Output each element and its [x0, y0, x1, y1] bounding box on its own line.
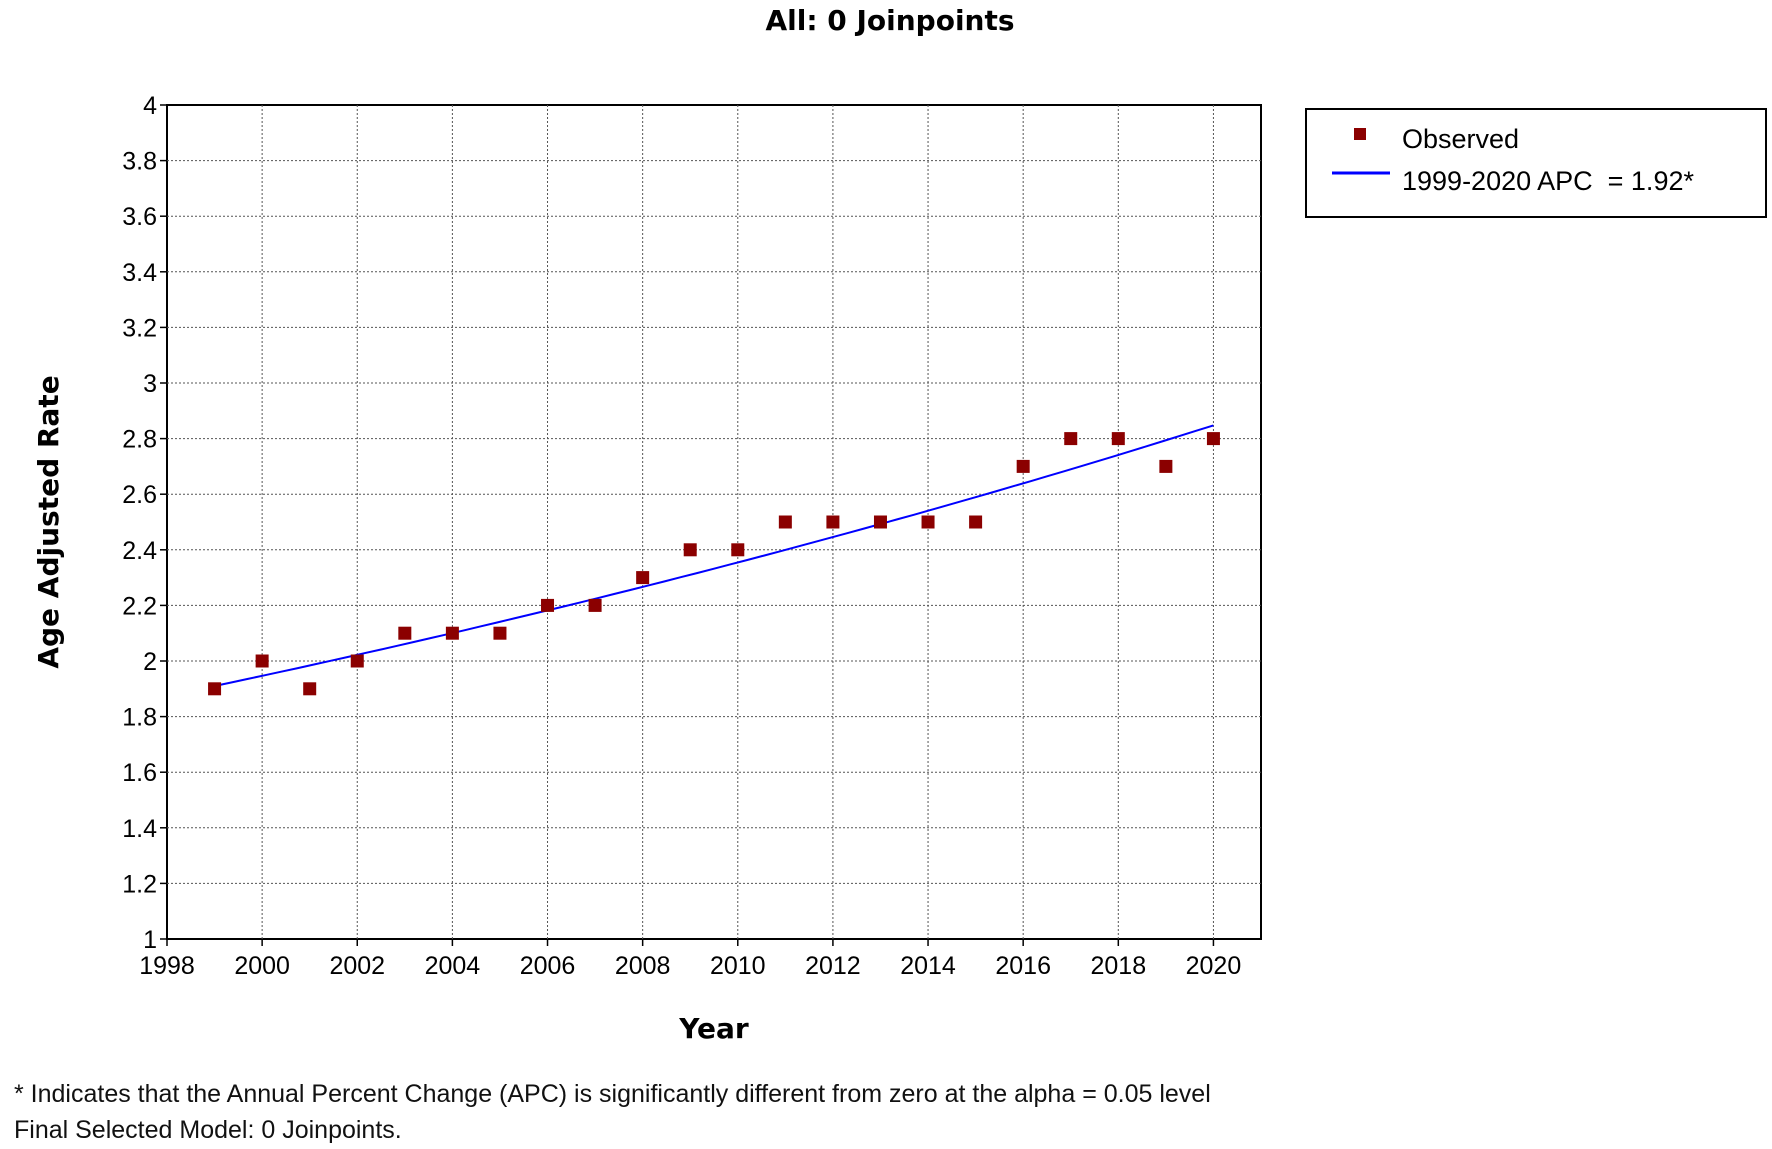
observed-point [255, 654, 269, 668]
observed-point [873, 515, 887, 529]
chart-title: All: 0 Joinpoints [765, 4, 1014, 37]
x-tick-label: 2004 [425, 952, 481, 980]
observed-point [541, 598, 555, 612]
legend-box [1305, 108, 1767, 218]
y-tick-label: 1.2 [122, 870, 157, 898]
observed-point [778, 515, 792, 529]
x-tick-label: 2016 [995, 952, 1051, 980]
legend-marker-observed [1354, 128, 1366, 140]
y-tick-label: 2.6 [122, 481, 157, 509]
x-tick-label: 2014 [900, 952, 956, 980]
observed-point [1111, 432, 1125, 446]
observed-point [826, 515, 840, 529]
observed-point [588, 598, 602, 612]
series-layer [208, 424, 1220, 696]
observed-point [731, 543, 745, 557]
footnote-final-model: Final Selected Model: 0 Joinpoints. [14, 1116, 402, 1144]
x-tick-label: 2012 [805, 952, 861, 980]
y-tick-label: 2.8 [122, 426, 157, 454]
plot-area [166, 104, 1262, 940]
y-axis-ticks: 1 1.2 1.4 1.6 1.8 2 2.2 2.4 2.6 2.8 3 3.2 3.4 3.6 3.8 4 [122, 92, 167, 954]
observed-point [208, 682, 222, 696]
y-tick-label: 2 [143, 648, 157, 676]
x-tick-label: 2000 [234, 952, 290, 980]
observed-point [1159, 459, 1173, 473]
observed-point [1064, 432, 1078, 446]
x-axis-ticks: 1998 2000 2002 2004 2006 2008 2010 2012 2014 2016… [139, 939, 1241, 980]
observed-point [445, 626, 459, 640]
legend: Observed 1999-2020 APC = 1.92* [1305, 108, 1767, 218]
x-tick-label: 2020 [1186, 952, 1242, 980]
x-tick-label: 2008 [615, 952, 671, 980]
x-tick-label: 1998 [139, 952, 195, 980]
x-tick-label: 2018 [1090, 952, 1146, 980]
observed-point [303, 682, 317, 696]
legend-label-observed: Observed [1402, 124, 1519, 154]
y-tick-label: 1.4 [122, 815, 157, 843]
observed-point [1206, 432, 1220, 446]
observed-point [921, 515, 935, 529]
legend-label-fit: 1999-2020 APC = 1.92* [1402, 166, 1694, 196]
x-tick-label: 2006 [520, 952, 576, 980]
x-axis-label: Year [678, 1012, 749, 1045]
observed-point [493, 626, 507, 640]
y-tick-label: 2.4 [122, 537, 157, 565]
x-tick-label: 2010 [710, 952, 766, 980]
observed-point [398, 626, 412, 640]
observed-point [636, 571, 650, 585]
x-tick-label: 2002 [329, 952, 385, 980]
observed-point [969, 515, 983, 529]
y-tick-label: 3.6 [122, 203, 157, 231]
y-tick-label: 1 [143, 926, 157, 954]
observed-point [683, 543, 697, 557]
y-tick-label: 1.8 [122, 704, 157, 732]
y-tick-label: 1.6 [122, 759, 157, 787]
y-tick-label: 3 [143, 370, 157, 398]
observed-point [350, 654, 364, 668]
y-tick-label: 3.4 [122, 259, 157, 287]
observed-point [1016, 459, 1030, 473]
footnote-significance: * Indicates that the Annual Percent Chan… [14, 1080, 1211, 1108]
fit-line-1999-2020 [214, 424, 1214, 687]
y-tick-label: 3.8 [122, 148, 157, 176]
y-tick-label: 3.2 [122, 314, 157, 342]
y-tick-label: 4 [143, 92, 157, 120]
y-tick-label: 2.2 [122, 592, 157, 620]
y-axis-label: Age Adjusted Rate [32, 375, 65, 668]
